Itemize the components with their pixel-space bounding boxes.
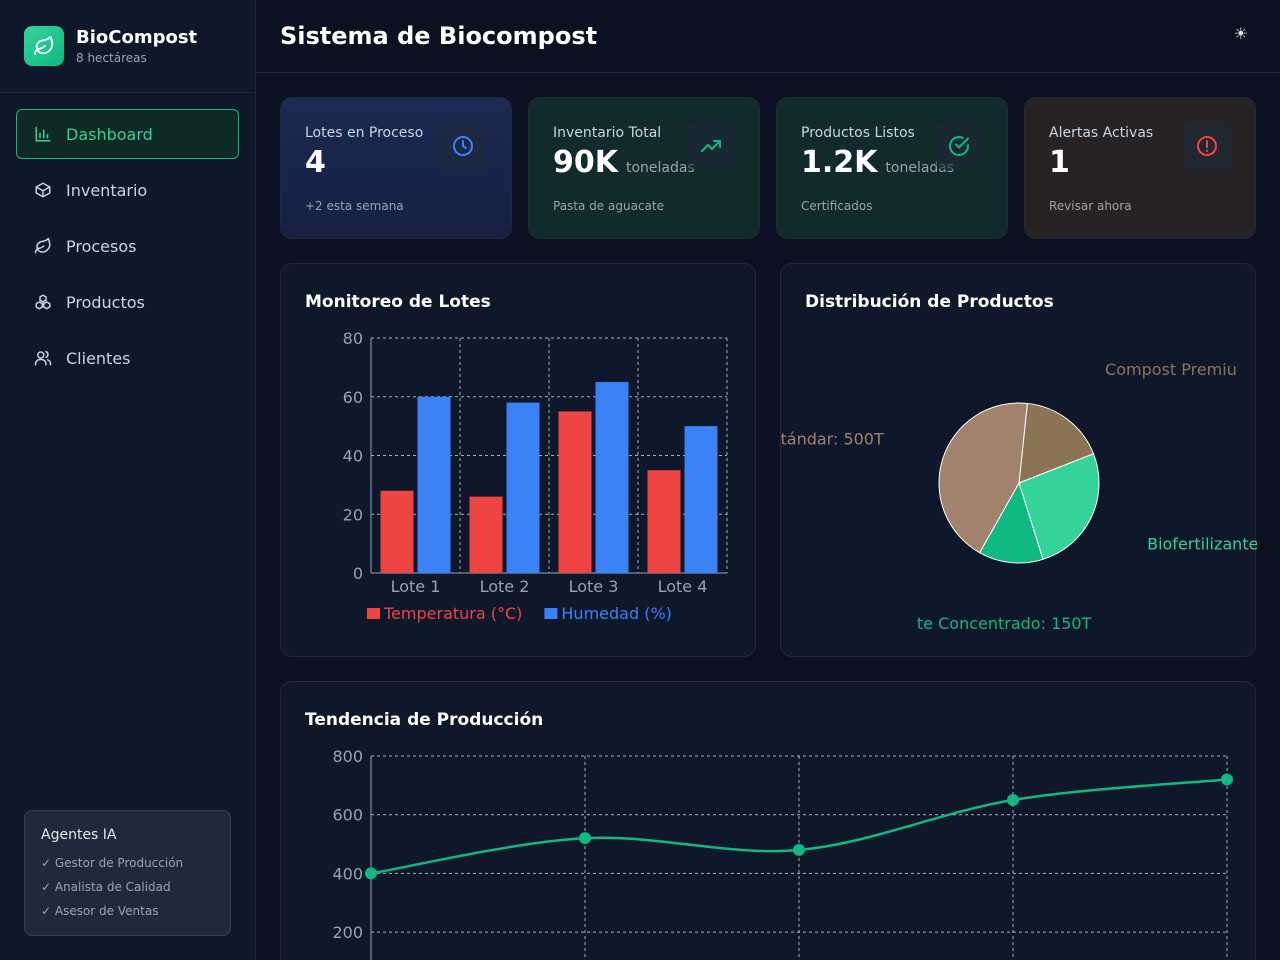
y-tick-label: 600 — [332, 806, 363, 825]
legend-swatch — [367, 608, 380, 619]
sidebar-nav: Dashboard Inventario Procesos Productos … — [0, 93, 255, 405]
bar — [469, 496, 503, 573]
chart-title: Tendencia de Producción — [305, 710, 544, 730]
pie-slice — [938, 402, 1028, 554]
x-tick-label: Lote 4 — [658, 577, 708, 596]
bar — [506, 402, 540, 573]
sidebar-item-procesos[interactable]: Procesos — [16, 221, 239, 271]
sidebar-item-productos[interactable]: Productos — [16, 277, 239, 327]
agent-item: ✓ Analista de Calidad — [41, 880, 171, 894]
clock-icon — [439, 122, 487, 170]
box-icon — [33, 180, 53, 200]
bar — [380, 490, 414, 573]
brand-name: BioCompost — [76, 27, 198, 48]
x-tick-label: Lote 1 — [391, 577, 441, 596]
sidebar-item-label: Inventario — [66, 180, 148, 200]
pie-label: te Concentrado: 150T — [917, 614, 1092, 633]
y-tick-label: 0 — [353, 564, 363, 583]
chart-title: Monitoreo de Lotes — [305, 292, 491, 312]
agent-item: ✓ Gestor de Producción — [41, 856, 184, 870]
stat-value: 90K — [553, 145, 618, 180]
legend-label: Temperatura (°C) — [383, 604, 522, 623]
alert-circle-icon — [1183, 122, 1231, 170]
y-tick-label: 800 — [332, 747, 363, 766]
pie-label: Estándar: 500T — [781, 430, 884, 449]
stat-foot: Certificados — [801, 199, 873, 213]
brand: BioCompost 8 hectáreas — [0, 0, 255, 93]
y-tick-label: 40 — [343, 447, 363, 466]
legend-swatch — [544, 608, 558, 619]
sidebar-item-label: Productos — [66, 292, 145, 312]
stat-card-lotes: Lotes en Proceso 4 +2 esta semana — [280, 97, 512, 239]
stat-foot: Revisar ahora — [1049, 199, 1132, 213]
x-tick-label: Lote 2 — [480, 577, 530, 596]
data-point — [1007, 794, 1019, 807]
stat-card-inventario: Inventario Total 90K toneladas Pasta de … — [528, 97, 760, 239]
y-tick-label: 80 — [343, 329, 363, 348]
stat-card-productos: Productos Listos 1.2K toneladas Certific… — [776, 97, 1008, 239]
sidebar-item-inventario[interactable]: Inventario — [16, 165, 239, 215]
bar — [595, 382, 629, 573]
line-chart: 200 400 600 800 — [332, 747, 1233, 960]
agents-title: Agentes IA — [41, 827, 117, 843]
sidebar-item-label: Dashboard — [66, 124, 153, 144]
pie-label: Biofertilizante Dilu — [1147, 534, 1257, 553]
bar — [647, 470, 681, 573]
y-tick-label: 200 — [332, 923, 363, 942]
check-circle-icon — [935, 122, 983, 170]
chart-title: Distribución de Productos — [805, 292, 1054, 312]
pie-slice — [1018, 453, 1100, 560]
stat-foot: Pasta de aguacate — [553, 199, 664, 213]
sidebar-item-label: Procesos — [66, 236, 137, 256]
sidebar-item-clientes[interactable]: Clientes — [16, 333, 239, 383]
stat-value: 1 — [1049, 145, 1070, 180]
leaf-icon — [33, 236, 53, 256]
y-tick-label: 20 — [343, 505, 363, 524]
stat-card-alertas: Alertas Activas 1 Revisar ahora — [1024, 97, 1256, 239]
pie-slice — [978, 481, 1044, 564]
pie-label: Compost Premiu — [1105, 360, 1237, 379]
users-icon — [33, 348, 53, 368]
y-tick-label: 400 — [332, 864, 363, 883]
agents-panel: Agentes IA ✓ Gestor de Producción ✓ Anal… — [24, 810, 231, 936]
pie-chart: Compost Premiu Biofertilizante Dilu te Con… — [781, 360, 1257, 633]
bar — [417, 396, 451, 573]
brand-subtitle: 8 hectáreas — [76, 51, 147, 65]
trending-up-icon — [687, 122, 735, 170]
stat-label: Productos Listos — [801, 125, 915, 141]
bar-chart: 0 20 40 60 80 Lote 1 Lote 2 Lote 3 Lote 4 Tempera… — [343, 329, 728, 623]
stat-value: 1.2K — [801, 145, 878, 180]
x-tick-label: Lote 3 — [569, 577, 619, 596]
pie-slice — [1018, 402, 1095, 484]
cubes-icon — [33, 292, 53, 312]
theme-toggle-sun-icon[interactable]: ☀ — [1233, 24, 1248, 43]
card-distribucion-productos: Distribución de Productos Compost Premiu… — [780, 263, 1257, 657]
card-tendencia-produccion: Tendencia de Producción 200 400 600 800 — [280, 681, 1256, 960]
agent-item: ✓ Asesor de Ventas — [41, 904, 159, 918]
stat-label: Alertas Activas — [1049, 125, 1154, 141]
stat-foot: +2 esta semana — [305, 199, 404, 213]
leaf-logo-icon — [24, 26, 64, 66]
stat-label: Lotes en Proceso — [305, 125, 424, 141]
data-point — [793, 843, 805, 856]
data-point — [365, 867, 377, 880]
page-title: Sistema de Biocompost — [280, 22, 598, 50]
sidebar-item-dashboard[interactable]: Dashboard — [16, 109, 239, 159]
sidebar: BioCompost 8 hectáreas Dashboard Inventa… — [0, 0, 256, 960]
stat-value: 4 — [305, 145, 326, 180]
data-point — [1221, 773, 1233, 786]
header: Sistema de Biocompost ☀ — [256, 0, 1280, 73]
card-monitoreo-lotes: Monitoreo de Lotes 0 20 40 60 80 Lote 1 Lote 2… — [280, 263, 756, 657]
stat-unit: toneladas — [626, 160, 695, 176]
stat-label: Inventario Total — [553, 125, 662, 141]
legend-label: Humedad (%) — [561, 604, 672, 623]
bar — [684, 426, 718, 573]
bar — [558, 411, 592, 573]
sidebar-item-label: Clientes — [66, 348, 131, 368]
data-point — [579, 832, 591, 845]
y-tick-label: 60 — [343, 388, 363, 407]
bar-chart-icon — [33, 124, 53, 144]
